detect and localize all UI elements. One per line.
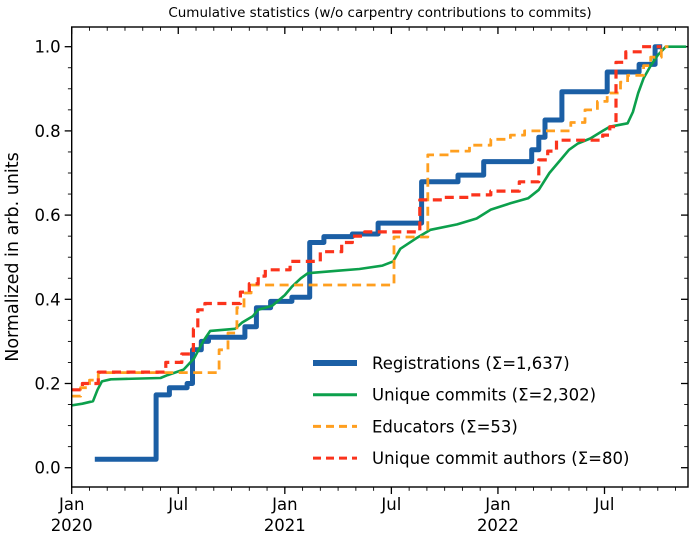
y-tick-label: 0.2 <box>34 375 60 394</box>
axis-ticks <box>64 27 688 494</box>
x-tick-year-label: 2021 <box>264 516 306 535</box>
y-axis-label: Normalized in arb. units <box>3 152 23 362</box>
legend-label-unique-commit-authors: Unique commit authors (Σ=80) <box>372 449 629 468</box>
y-tick-label: 0.4 <box>34 290 60 309</box>
x-tick-year-label: 2022 <box>477 516 519 535</box>
y-tick-label: 0.6 <box>34 206 60 225</box>
axis-tick-labels: Jan 2020 Jul Jan 2021 Jul Jan 2022 Jul 0.0 0.2 0.4 0… <box>34 38 614 535</box>
x-tick-label: Jan <box>271 495 297 514</box>
legend-label-educators: Educators (Σ=53) <box>372 417 518 436</box>
y-tick-label: 0.0 <box>34 459 60 478</box>
y-tick-label: 0.8 <box>34 122 60 141</box>
legend: Registrations (Σ=1,637) Unique commits (Σ… <box>313 354 629 468</box>
legend-label-unique-commits: Unique commits (Σ=2,302) <box>372 386 596 405</box>
x-tick-year-label: 2020 <box>51 516 93 535</box>
x-tick-label: Jul <box>167 495 188 514</box>
x-tick-label: Jan <box>484 495 510 514</box>
plot-frame <box>70 26 689 488</box>
x-tick-label: Jul <box>594 495 615 514</box>
legend-label-registrations: Registrations (Σ=1,637) <box>372 354 570 373</box>
x-tick-label: Jan <box>58 495 84 514</box>
chart-title: Cumulative statistics (w/o carpentry con… <box>168 5 591 21</box>
series-unique-commit-authors <box>71 45 662 392</box>
x-tick-label: Jul <box>380 495 401 514</box>
data-series <box>71 44 687 462</box>
series-educators <box>71 45 669 398</box>
y-tick-label: 1.0 <box>34 38 60 57</box>
